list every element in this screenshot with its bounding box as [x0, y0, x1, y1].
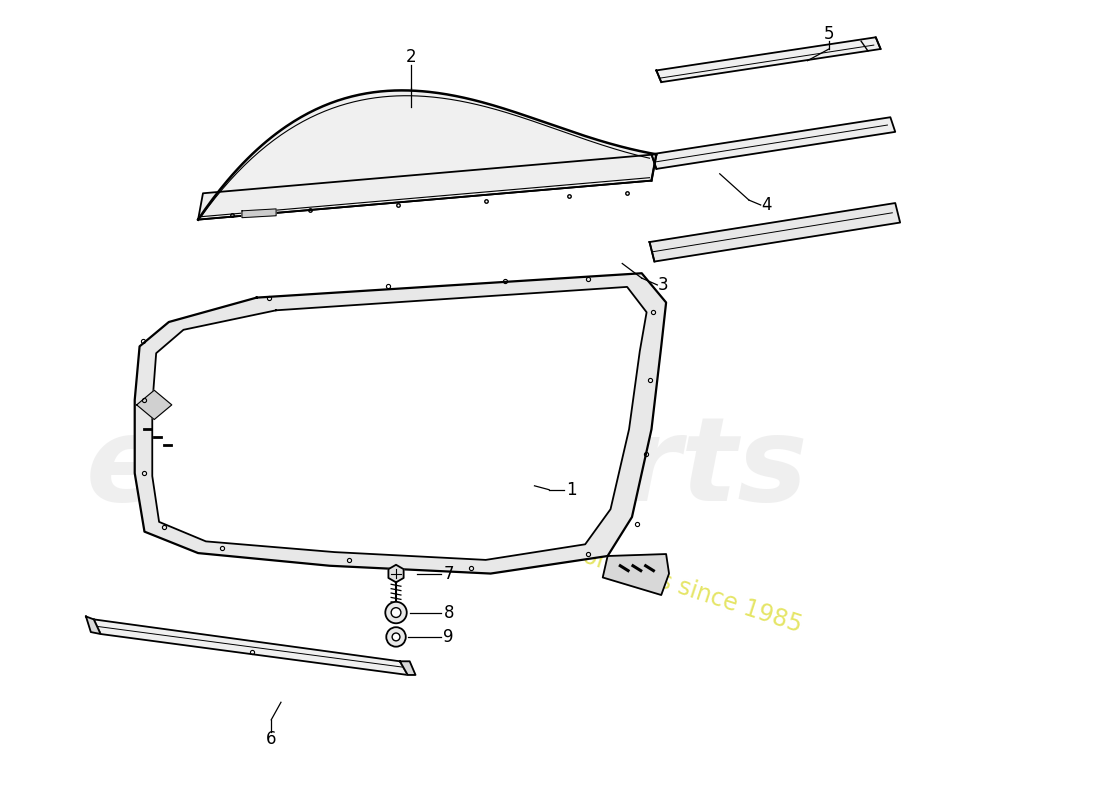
Polygon shape: [152, 287, 647, 560]
Text: 6: 6: [266, 730, 276, 748]
Text: 4: 4: [761, 196, 772, 214]
Polygon shape: [242, 209, 276, 218]
Circle shape: [392, 608, 400, 618]
Polygon shape: [94, 619, 408, 675]
Text: 3: 3: [658, 276, 669, 294]
Text: eurosparts: eurosparts: [86, 410, 808, 526]
Polygon shape: [400, 662, 416, 675]
Text: 9: 9: [443, 628, 454, 646]
Text: 5: 5: [824, 26, 834, 43]
Polygon shape: [657, 38, 881, 82]
Text: 2: 2: [405, 48, 416, 66]
Polygon shape: [649, 203, 900, 262]
Text: 1: 1: [566, 481, 576, 498]
Polygon shape: [651, 118, 895, 169]
Polygon shape: [198, 154, 657, 220]
Text: 7: 7: [443, 565, 454, 582]
Polygon shape: [134, 274, 667, 574]
Circle shape: [385, 602, 407, 623]
Circle shape: [386, 627, 406, 646]
Circle shape: [392, 633, 400, 641]
Text: 8: 8: [443, 603, 454, 622]
Text: a passion for parts since 1985: a passion for parts since 1985: [459, 504, 805, 638]
Polygon shape: [198, 90, 657, 220]
Polygon shape: [603, 554, 669, 595]
Polygon shape: [136, 390, 172, 419]
Polygon shape: [86, 617, 100, 634]
Polygon shape: [388, 565, 404, 582]
